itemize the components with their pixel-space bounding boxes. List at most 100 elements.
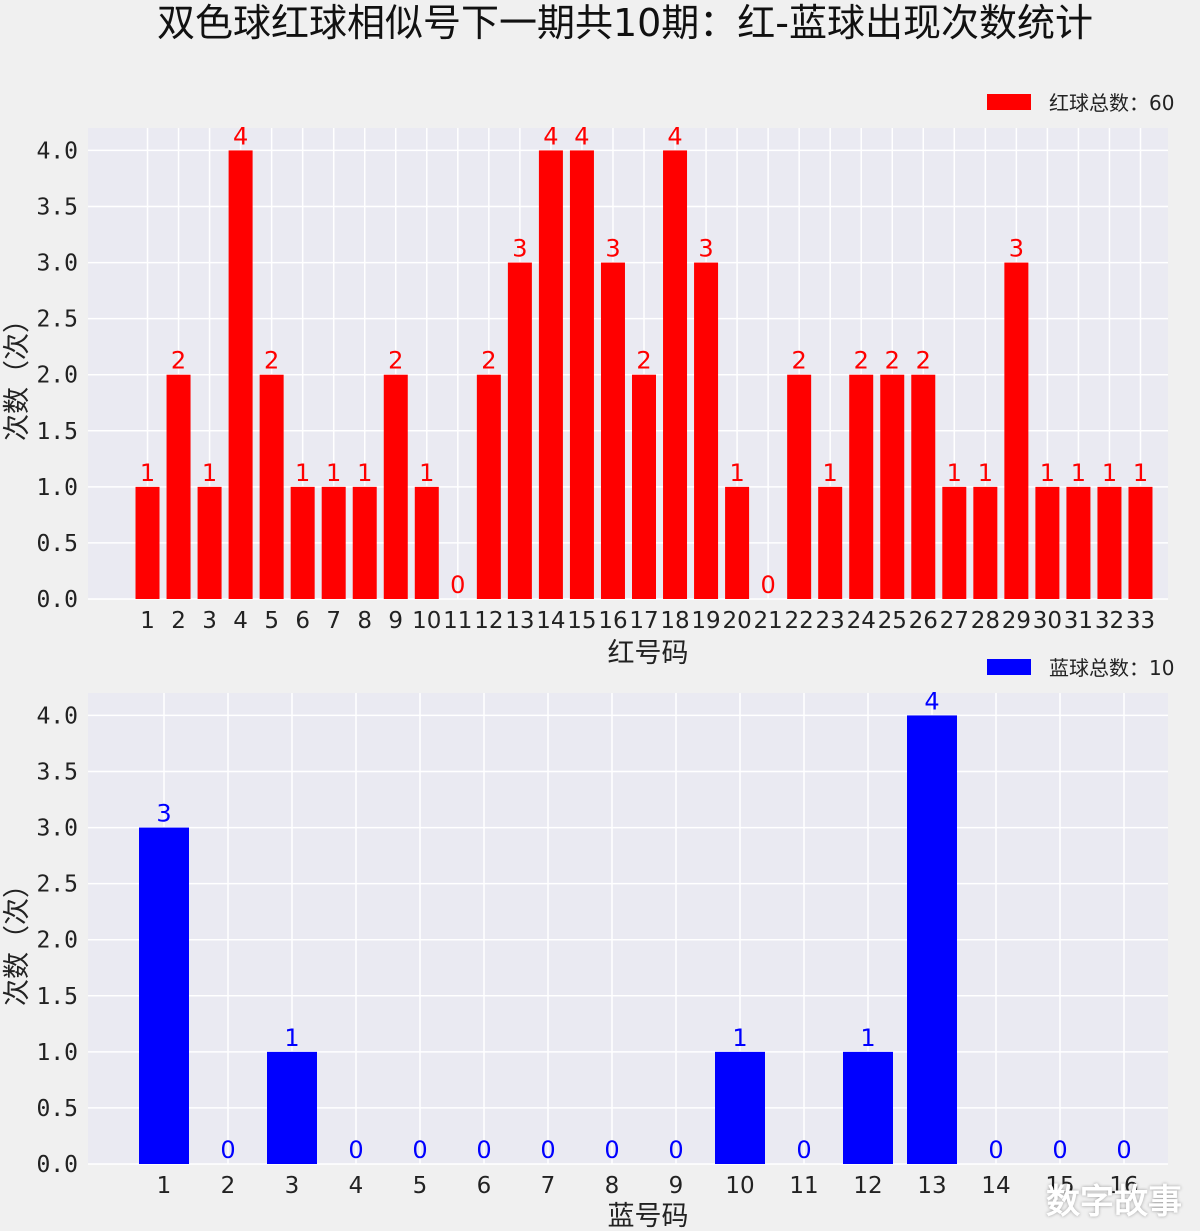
- bar-value-label: 0: [476, 1136, 491, 1164]
- x-tick-label: 9: [669, 1173, 684, 1199]
- bar-value-label: 1: [729, 459, 744, 487]
- x-tick-label: 15: [567, 608, 596, 634]
- bar-value-label: 2: [916, 347, 931, 375]
- bar: [139, 827, 189, 1164]
- bar-value-label: 0: [1052, 1136, 1067, 1164]
- y-tick-label: 3.0: [36, 251, 78, 277]
- x-tick-label: 16: [1109, 1173, 1138, 1199]
- x-tick-label: 13: [505, 608, 534, 634]
- x-tick-label: 15: [1045, 1173, 1074, 1199]
- x-tick-label: 28: [971, 608, 1000, 634]
- y-tick-label: 4.0: [36, 138, 78, 164]
- bar: [569, 150, 594, 599]
- bar-value-label: 1: [1040, 459, 1055, 487]
- bar-value-label: 1: [947, 459, 962, 487]
- y-tick-label: 2.0: [36, 928, 78, 954]
- bar-value-label: 1: [823, 459, 838, 487]
- bar: [414, 486, 439, 599]
- bar-value-label: 3: [605, 235, 620, 263]
- y-tick-label: 1.0: [36, 1040, 78, 1066]
- y-tick-label: 2.5: [36, 872, 78, 898]
- bar-value-label: 0: [988, 1136, 1003, 1164]
- y-tick-label: 4.0: [36, 703, 78, 729]
- bar: [383, 374, 408, 599]
- x-tick-label: 2: [221, 1173, 236, 1199]
- x-tick-label: 26: [909, 608, 938, 634]
- x-tick-label: 1: [157, 1173, 172, 1199]
- legend-swatch: [987, 94, 1031, 110]
- bar: [267, 1051, 317, 1164]
- bar-value-label: 1: [978, 459, 993, 487]
- bar-value-label: 0: [412, 1136, 427, 1164]
- x-tick-label: 1: [140, 608, 155, 634]
- bar-value-label: 1: [860, 1024, 875, 1052]
- bar-value-label: 2: [264, 347, 279, 375]
- x-tick-label: 19: [691, 608, 720, 634]
- x-tick-label: 14: [536, 608, 565, 634]
- y-tick-label: 3.5: [36, 195, 78, 221]
- y-tick-label: 0.0: [36, 587, 78, 613]
- bar-value-label: 0: [796, 1136, 811, 1164]
- bar: [1066, 486, 1091, 599]
- bar: [725, 486, 750, 599]
- x-tick-label: 33: [1126, 608, 1155, 634]
- x-tick-label: 5: [264, 608, 279, 634]
- bar-value-label: 1: [326, 459, 341, 487]
- y-tick-label: 1.0: [36, 475, 78, 501]
- x-tick-label: 12: [474, 608, 503, 634]
- bar-value-label: 4: [924, 687, 939, 715]
- bar: [1097, 486, 1122, 599]
- x-tick-label: 25: [878, 608, 907, 634]
- x-tick-label: 6: [477, 1173, 492, 1199]
- x-tick-label: 12: [853, 1173, 882, 1199]
- y-tick-label: 3.0: [36, 816, 78, 842]
- bar-value-label: 2: [481, 347, 496, 375]
- bar-value-label: 3: [156, 800, 171, 828]
- bar-value-label: 2: [636, 347, 651, 375]
- x-tick-label: 7: [541, 1173, 556, 1199]
- x-tick-label: 31: [1064, 608, 1093, 634]
- bar-value-label: 2: [171, 347, 186, 375]
- red-ball-chart: 0.00.51.01.52.02.53.03.54.01122134425161…: [2, 91, 1174, 669]
- x-tick-label: 24: [847, 608, 876, 634]
- x-tick-label: 11: [443, 608, 472, 634]
- x-tick-label: 4: [233, 608, 248, 634]
- bar-value-label: 4: [667, 122, 682, 150]
- bar-value-label: 2: [792, 347, 807, 375]
- bar: [1035, 486, 1060, 599]
- x-tick-label: 14: [981, 1173, 1010, 1199]
- bar-value-label: 4: [543, 122, 558, 150]
- bar: [880, 374, 905, 599]
- x-tick-label: 21: [753, 608, 782, 634]
- watermark: 数字故事: [1046, 1182, 1182, 1222]
- bar-value-label: 1: [419, 459, 434, 487]
- x-tick-label: 27: [940, 608, 969, 634]
- bar: [135, 486, 160, 599]
- x-tick-label: 30: [1033, 608, 1062, 634]
- bar: [907, 715, 957, 1164]
- bar: [538, 150, 563, 599]
- y-tick-label: 2.0: [36, 363, 78, 389]
- bar-value-label: 3: [512, 235, 527, 263]
- bar: [228, 150, 253, 599]
- bar: [787, 374, 812, 599]
- bar: [507, 262, 532, 599]
- bar-value-label: 1: [1102, 459, 1117, 487]
- bar: [632, 374, 656, 599]
- bar-value-label: 0: [540, 1136, 555, 1164]
- legend-label: 红球总数：60: [1049, 91, 1174, 115]
- legend-label: 蓝球总数：10: [1049, 656, 1174, 680]
- bar-value-label: 1: [284, 1024, 299, 1052]
- x-tick-label: 3: [202, 608, 217, 634]
- bar-value-label: 3: [1009, 235, 1024, 263]
- x-tick-label: 6: [295, 608, 310, 634]
- x-tick-label: 17: [629, 608, 658, 634]
- bar: [476, 374, 501, 599]
- bar: [973, 486, 998, 599]
- x-tick-label: 29: [1002, 608, 1031, 634]
- y-axis-label: 次数（次）: [2, 871, 33, 1006]
- y-tick-label: 1.5: [36, 984, 78, 1010]
- x-tick-label: 32: [1095, 608, 1124, 634]
- x-tick-label: 8: [357, 608, 372, 634]
